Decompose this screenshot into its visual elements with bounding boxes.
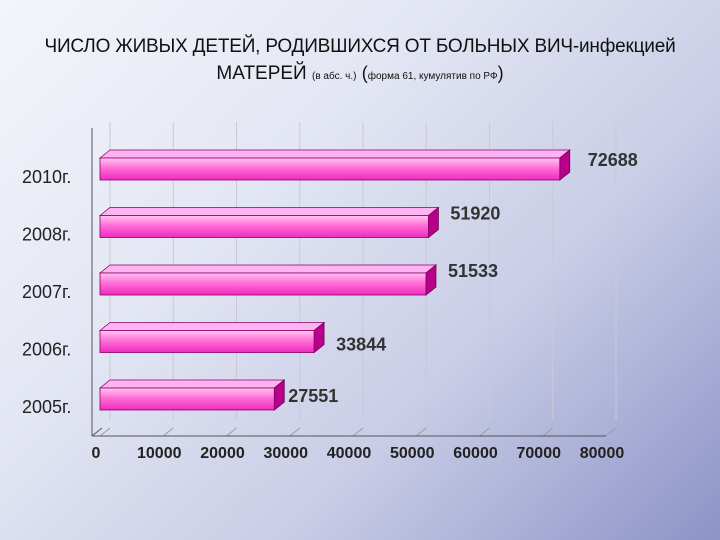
- title-units: (в абс. ч.): [312, 71, 357, 82]
- bar-top-2: [98, 264, 438, 274]
- bar-top-4: [98, 379, 286, 389]
- bar-top-3: [98, 322, 326, 331]
- bar-0: [99, 157, 561, 181]
- floor-line-50000: [415, 427, 427, 437]
- floor-line-20000: [226, 427, 237, 437]
- value-label-2: 51533: [448, 261, 498, 281]
- floor-line-0: [99, 427, 111, 437]
- bar-3: [99, 330, 315, 353]
- category-label-2: 2007г.: [22, 282, 71, 302]
- category-label-4: 2005г.: [22, 397, 71, 417]
- title-line2-main: МАТЕРЕЙ: [216, 63, 307, 84]
- title-line1-main: ЧИСЛО ЖИВЫХ ДЕТЕЙ, РОДИВШИХСЯ ОТ БОЛЬНЫХ…: [44, 36, 580, 57]
- bar-1: [99, 215, 429, 238]
- floor-line-40000: [352, 427, 364, 437]
- floor-line-70000: [542, 427, 554, 437]
- floor-line-60000: [479, 427, 490, 437]
- title-line1-tail: инфекцией: [579, 36, 676, 57]
- value-label-1: 51920: [450, 204, 500, 224]
- x-tick-label-10000: 10000: [137, 445, 182, 462]
- value-label-0: 72688: [588, 150, 638, 170]
- title-close-paren: ): [497, 63, 504, 83]
- category-label-1: 2008г.: [22, 225, 71, 245]
- bar-top-0: [98, 149, 571, 159]
- value-label-3: 33844: [336, 335, 386, 355]
- category-label-3: 2006г.: [22, 340, 71, 360]
- chart-labels: 0 10000 20000 30000 40000 50000 60000 70000 8000…: [22, 150, 638, 462]
- category-label-0: 2010г.: [22, 167, 71, 187]
- floor-line-80000: [605, 427, 617, 437]
- x-tick-label-80000: 80000: [580, 445, 625, 462]
- axis-corner: [91, 427, 103, 437]
- floor-line-10000: [162, 427, 174, 437]
- title-note: форма 61, кумулятив по РФ: [367, 71, 498, 82]
- chart-bars: [98, 149, 571, 411]
- title-open-paren: (: [361, 63, 368, 83]
- chart-axes: [91, 128, 606, 437]
- x-tick-label-20000: 20000: [200, 445, 245, 462]
- floor-line-30000: [289, 427, 301, 437]
- x-tick-label-30000: 30000: [264, 445, 309, 462]
- x-tick-label-0: 0: [92, 445, 101, 462]
- x-tick-label-50000: 50000: [390, 445, 435, 462]
- bar-4: [99, 387, 275, 411]
- x-tick-label-70000: 70000: [517, 445, 562, 462]
- bar-top-1: [98, 207, 440, 216]
- x-tick-label-60000: 60000: [453, 445, 498, 462]
- bar-2: [99, 272, 427, 296]
- value-label-4: 27551: [288, 386, 338, 406]
- x-tick-label-40000: 40000: [327, 445, 372, 462]
- chart-title: ЧИСЛО ЖИВЫХ ДЕТЕЙ, РОДИВШИХСЯ ОТ БОЛЬНЫХ…: [0, 34, 720, 90]
